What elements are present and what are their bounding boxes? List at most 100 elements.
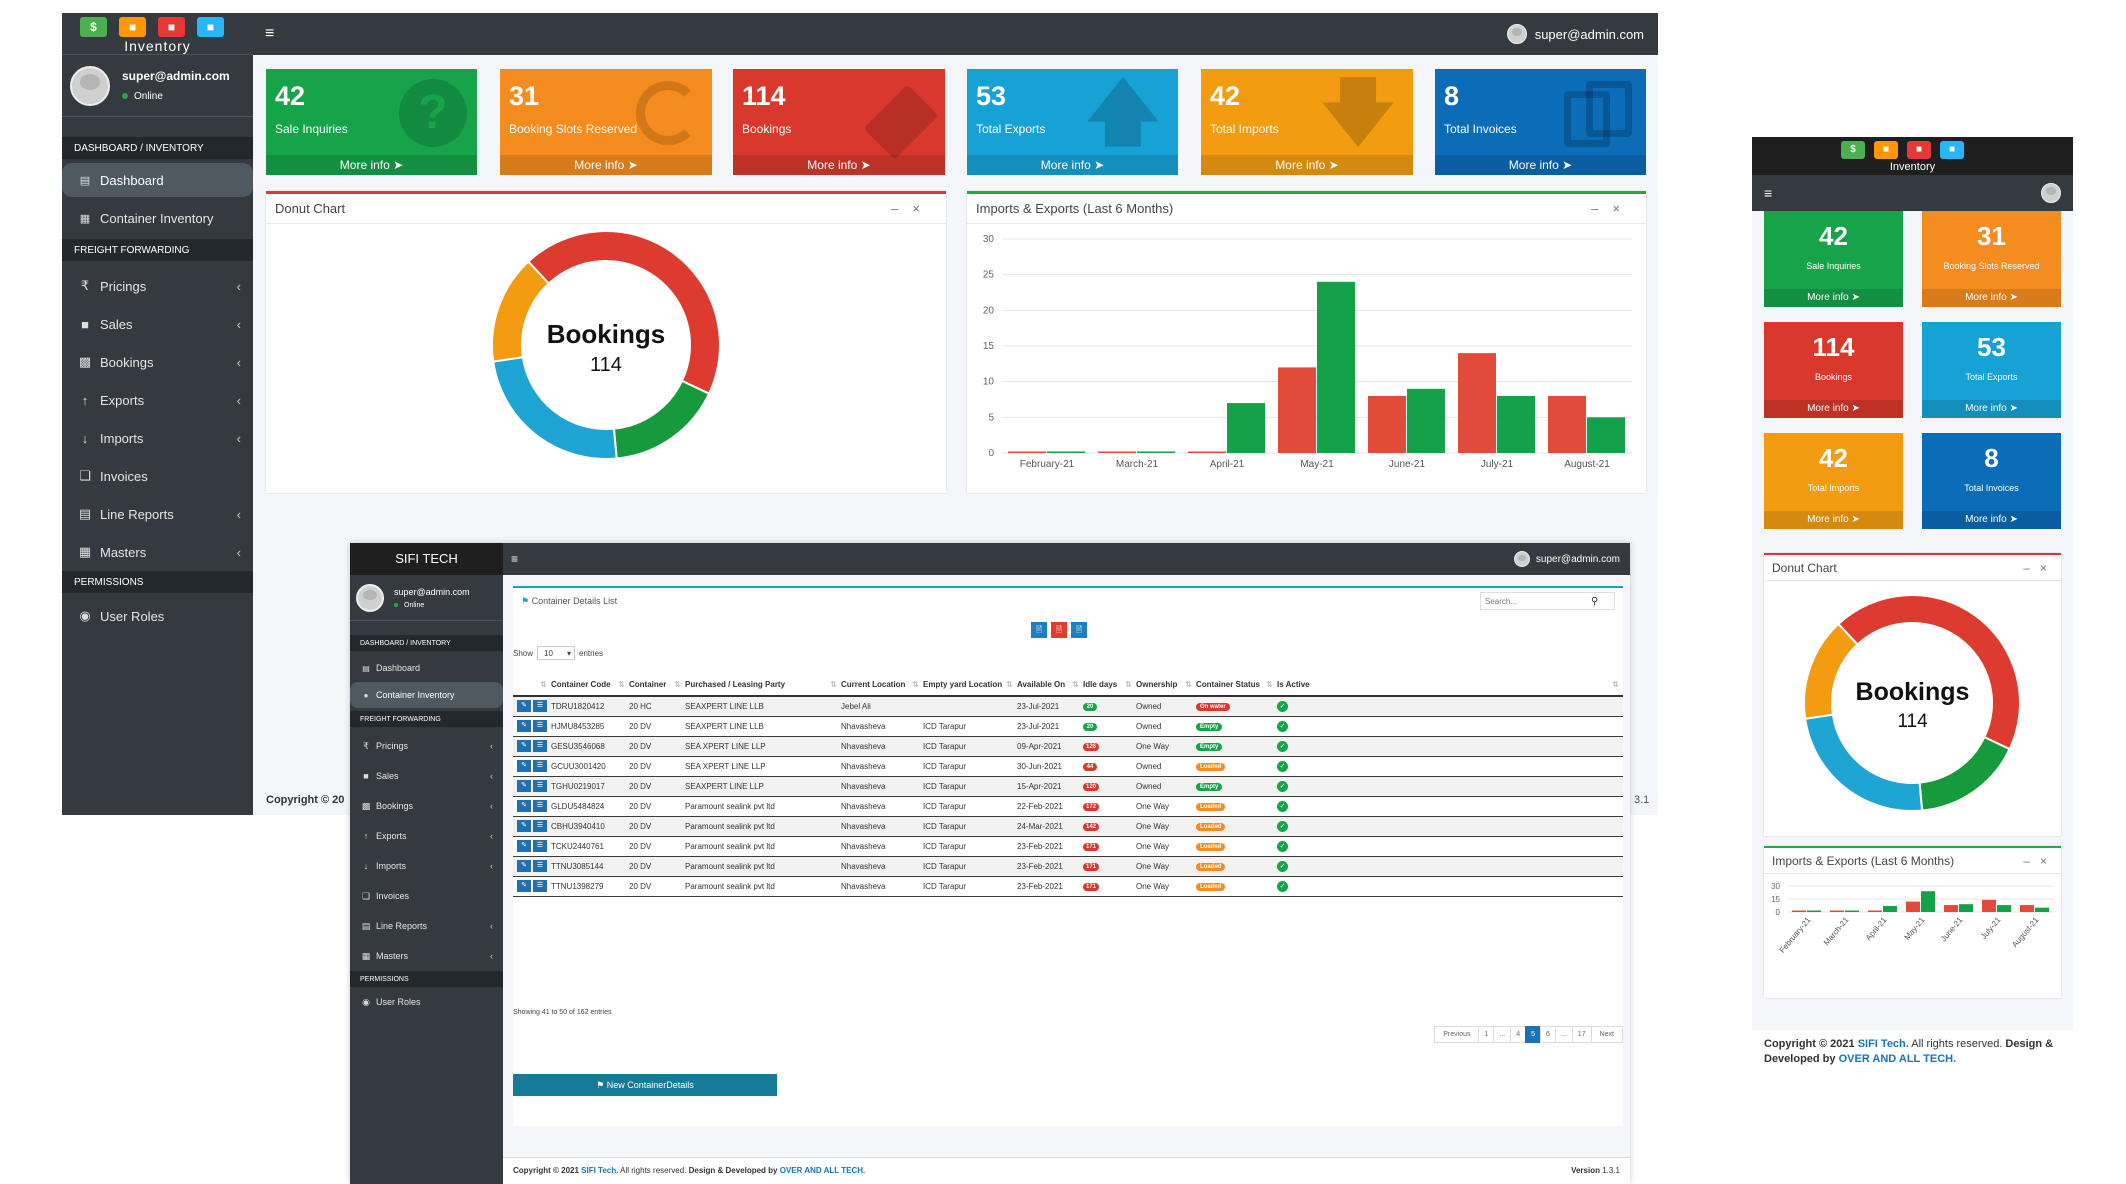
- mobile-stat-box[interactable]: 114 Bookings More info ➤: [1764, 322, 1903, 418]
- edit-icon[interactable]: ✎: [517, 720, 531, 732]
- table-row[interactable]: ✎ ☰ CBHU3940410 20 DV Paramount sealink pvt …: [513, 816, 1623, 836]
- bar[interactable]: [1548, 395, 1586, 453]
- page-link[interactable]: Next: [1590, 1026, 1623, 1043]
- sidebar-item-bookings[interactable]: ▩ Bookings ‹: [62, 343, 253, 381]
- bar[interactable]: [1959, 904, 1973, 912]
- page-link[interactable]: 1: [1478, 1026, 1495, 1043]
- user-email[interactable]: super@admin.com: [1534, 26, 1644, 42]
- mobile-stat-box[interactable]: 8 Total Invoices More info ➤: [1922, 433, 2061, 529]
- stat-box-total-invoices[interactable]: 8 Total Invoices More info ➤: [1435, 69, 1646, 175]
- bar[interactable]: [1047, 451, 1085, 454]
- sidebar-item-exports[interactable]: ↑ Exports ‹: [350, 821, 503, 851]
- sidebar-item-user-roles[interactable]: ◉ User Roles: [62, 597, 253, 635]
- table-row[interactable]: ✎ ☰ GCUU3001420 20 DV SEA XPERT LINE LLP Nhav…: [513, 756, 1623, 776]
- entries-select[interactable]: 10 ▾: [537, 646, 576, 660]
- stat-box-sale-inquiries[interactable]: 42 Sale Inquiries ? More info ➤: [266, 69, 477, 175]
- column-header[interactable]: Empty yard Location ⇅: [923, 674, 1017, 696]
- more-info-link[interactable]: More info ➤: [1201, 155, 1413, 175]
- sidebar-item-invoices[interactable]: ❏ Invoices: [62, 457, 253, 495]
- page-link[interactable]: 5: [1525, 1026, 1542, 1043]
- collapse-icon[interactable]: –: [2023, 854, 2040, 868]
- bar[interactable]: [1944, 905, 1958, 912]
- bar[interactable]: [1008, 451, 1046, 454]
- sidebar-item-user-roles[interactable]: ◉ User Roles: [350, 987, 503, 1017]
- page-link[interactable]: 4: [1510, 1026, 1527, 1043]
- close-icon[interactable]: ×: [912, 201, 934, 216]
- donut-slice[interactable]: [612, 379, 711, 460]
- list-icon[interactable]: ☰: [533, 800, 547, 812]
- bar[interactable]: [1227, 403, 1265, 453]
- avatar[interactable]: [70, 65, 110, 106]
- column-header[interactable]: Container Status ⇅: [1196, 674, 1277, 696]
- table-row[interactable]: ✎ ☰ GLDU5484824 20 DV Paramount sealink pvt …: [513, 796, 1623, 816]
- stat-box-booking-slots[interactable]: 31 Booking Slots Reserved More info ➤: [500, 69, 712, 175]
- avatar[interactable]: [2041, 183, 2061, 203]
- avatar[interactable]: [1506, 24, 1527, 44]
- bar[interactable]: [1278, 367, 1316, 453]
- check-square-icon[interactable]: ✓: [1277, 720, 1288, 732]
- sidebar-item-exports[interactable]: ↑ Exports ‹: [62, 381, 253, 419]
- column-header[interactable]: Ownership ⇅: [1136, 674, 1196, 696]
- column-header[interactable]: Current Location ⇅: [841, 674, 923, 696]
- donut-slice[interactable]: [491, 260, 551, 363]
- edit-icon[interactable]: ✎: [517, 740, 531, 752]
- sidebar-item-sales[interactable]: ■ Sales ‹: [350, 761, 503, 791]
- mobile-stat-box[interactable]: 31 Booking Slots Reserved More info ➤: [1922, 211, 2061, 307]
- bar[interactable]: [1845, 910, 1859, 913]
- bar[interactable]: [1317, 281, 1355, 453]
- sidebar-item-sales[interactable]: ■ Sales ‹: [62, 305, 253, 343]
- table-row[interactable]: ✎ ☰ TTNU1398279 20 DV Paramount sealink pvt …: [513, 876, 1623, 896]
- list-icon[interactable]: ☰: [533, 720, 547, 732]
- edit-icon[interactable]: ✎: [517, 780, 531, 792]
- edit-icon[interactable]: ✎: [517, 880, 531, 892]
- export-excel-button[interactable]: 🗎: [1071, 622, 1087, 638]
- check-square-icon[interactable]: ✓: [1277, 860, 1288, 872]
- bar[interactable]: [2035, 907, 2049, 912]
- check-square-icon[interactable]: ✓: [1277, 760, 1288, 772]
- list-icon[interactable]: ☰: [533, 700, 547, 713]
- search-input[interactable]: [1481, 596, 1591, 606]
- column-header[interactable]: Container ⇅: [629, 674, 685, 696]
- mobile-stat-box[interactable]: 42 Total Imports More info ➤: [1764, 433, 1903, 529]
- more-info-link[interactable]: More info ➤: [967, 155, 1178, 175]
- table-row[interactable]: ✎ ☰ HJMU8453285 20 DV SEAXPERT LINE LLB Nhava…: [513, 716, 1623, 736]
- sidebar-item-dashboard[interactable]: ▤ Dashboard: [350, 654, 503, 682]
- column-header[interactable]: ⇅: [513, 674, 551, 696]
- hamburger-menu-icon[interactable]: ≡: [511, 552, 519, 566]
- close-icon[interactable]: ×: [2039, 854, 2057, 868]
- edit-icon[interactable]: ✎: [517, 700, 531, 713]
- donut-slice[interactable]: [526, 230, 721, 395]
- check-square-icon[interactable]: ✓: [1277, 700, 1288, 712]
- developer-link[interactable]: OVER AND ALL TECH.: [779, 1166, 866, 1175]
- list-icon[interactable]: ☰: [533, 780, 547, 792]
- bar[interactable]: [2020, 905, 2034, 912]
- bar[interactable]: [1997, 905, 2011, 912]
- check-square-icon[interactable]: ✓: [1277, 880, 1288, 892]
- bar[interactable]: [1868, 910, 1882, 913]
- sidebar-item-container-inventory[interactable]: ▦ Container Inventory: [62, 201, 253, 235]
- company-link[interactable]: SIFI Tech.: [1857, 1038, 1909, 1050]
- export-csv-button[interactable]: 🗎: [1031, 622, 1047, 638]
- bar[interactable]: [1458, 353, 1496, 453]
- mobile-stat-box[interactable]: 42 Sale Inquiries More info ➤: [1764, 211, 1903, 307]
- sidebar-item-bookings[interactable]: ▩ Bookings ‹: [350, 791, 503, 821]
- brand-title[interactable]: SIFI TECH: [350, 543, 503, 575]
- bar[interactable]: [1807, 910, 1821, 913]
- sidebar-item-masters[interactable]: ▦ Masters ‹: [350, 941, 503, 971]
- column-header[interactable]: Available On ⇅: [1017, 674, 1083, 696]
- sidebar-item-pricings[interactable]: ₹ Pricings ‹: [350, 731, 503, 761]
- column-header[interactable]: Idle days ⇅: [1083, 674, 1136, 696]
- column-header[interactable]: Purchased / Leasing Party ⇅: [685, 674, 841, 696]
- table-row[interactable]: ✎ ☰ TGHU0219017 20 DV SEAXPERT LINE LLP Nhava…: [513, 776, 1623, 796]
- edit-icon[interactable]: ✎: [517, 760, 531, 772]
- list-icon[interactable]: ☰: [533, 740, 547, 752]
- check-square-icon[interactable]: ✓: [1277, 780, 1288, 792]
- table-row[interactable]: ✎ ☰ TDRU1820412 20 HC SEAXPERT LINE LLB Jebel…: [513, 696, 1623, 716]
- avatar[interactable]: [356, 583, 384, 612]
- table-row[interactable]: ✎ ☰ TCKU2440761 20 DV Paramount sealink pvt …: [513, 836, 1623, 856]
- more-info-link[interactable]: More info ➤: [733, 155, 945, 175]
- bar[interactable]: [1368, 395, 1406, 453]
- donut-slice[interactable]: [1803, 622, 1859, 720]
- brand-logo[interactable]: $ ■ ■ ■ Inventory: [62, 13, 253, 55]
- more-info-link[interactable]: More info ➤: [266, 155, 477, 175]
